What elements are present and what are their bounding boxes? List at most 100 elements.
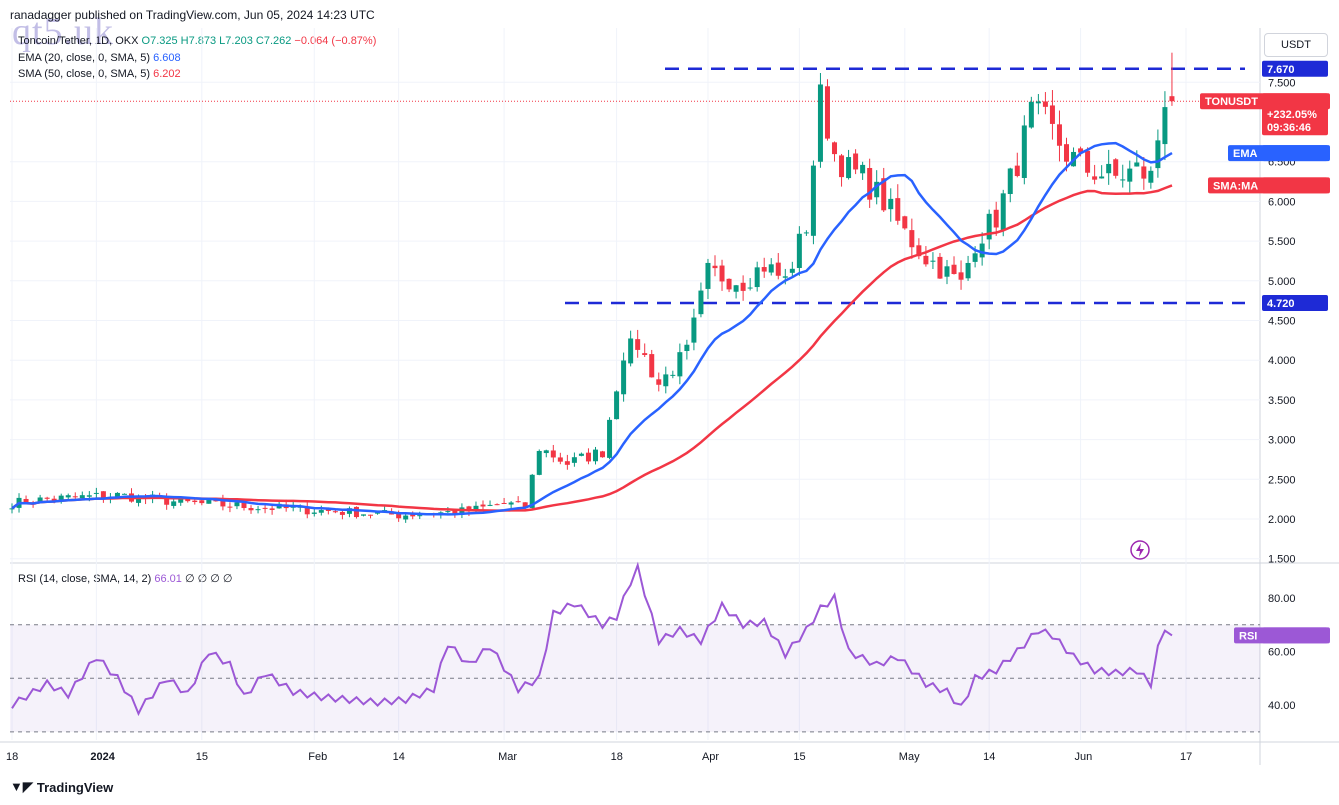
- candle: [986, 209, 992, 250]
- candle: [592, 446, 598, 465]
- price-tag-text: 09:36:46: [1267, 122, 1311, 134]
- candle-body: [290, 506, 296, 508]
- candle: [740, 275, 746, 301]
- candle-body: [445, 511, 451, 513]
- candle-body: [733, 285, 739, 292]
- candle-body: [874, 181, 880, 198]
- candle-body: [726, 278, 732, 290]
- candle: [712, 255, 718, 277]
- candle-body: [965, 262, 971, 279]
- candle-body: [642, 353, 648, 356]
- candle: [269, 505, 275, 515]
- candle: [346, 506, 352, 518]
- candle: [1120, 164, 1126, 188]
- tradingview-logo[interactable]: ▼◤ TradingView: [10, 779, 113, 795]
- rsi-line: [11, 561, 1173, 717]
- legend-symbol-row[interactable]: Toncoin/Tether, 1D, OKX O7.325 H7.873 L7…: [18, 35, 376, 47]
- grid: [0, 28, 1339, 765]
- candle-body: [325, 508, 331, 511]
- candle: [1056, 110, 1062, 162]
- time-tick-label: 17: [1180, 751, 1192, 763]
- candle: [1028, 96, 1034, 129]
- candle: [100, 491, 106, 503]
- candle-body: [824, 86, 830, 139]
- time-tick-label: 14: [983, 751, 995, 763]
- candle-body: [1141, 166, 1147, 179]
- candle-body: [1056, 124, 1062, 146]
- candle-body: [227, 506, 233, 508]
- candle: [1141, 156, 1147, 190]
- candle-body: [494, 504, 500, 506]
- candle-body: [248, 508, 254, 511]
- candle-body: [775, 262, 781, 276]
- candle-body: [1169, 96, 1175, 102]
- candle-body: [1148, 170, 1154, 183]
- candle-body: [487, 504, 493, 506]
- candle: [803, 230, 809, 236]
- candle-body: [318, 510, 324, 513]
- legend-ema-row[interactable]: EMA (20, close, 0, SMA, 5) 6.608: [18, 52, 181, 64]
- time-tick-label: Feb: [308, 751, 327, 763]
- candle-body: [480, 504, 486, 507]
- ema20-line: [11, 141, 1173, 516]
- candle-body: [585, 452, 591, 462]
- candle-body: [867, 167, 873, 200]
- candle-body: [972, 253, 978, 262]
- candle-body: [1014, 165, 1020, 177]
- candle-body: [368, 514, 374, 516]
- candle: [768, 258, 774, 276]
- time-tick-label: 18: [6, 751, 18, 763]
- candle: [1106, 149, 1112, 185]
- moving-averages: [11, 141, 1173, 516]
- candle: [719, 259, 725, 291]
- candle-body: [550, 450, 556, 458]
- candle-body: [803, 232, 809, 234]
- candle: [663, 366, 669, 394]
- candle-body: [241, 502, 247, 509]
- candle: [909, 218, 915, 259]
- currency-button[interactable]: USDT: [1264, 33, 1328, 57]
- candle-body: [185, 499, 191, 502]
- candle-body: [65, 495, 71, 498]
- candle-body: [1085, 150, 1091, 173]
- candle: [1113, 158, 1119, 179]
- candle: [585, 448, 591, 465]
- candle: [635, 329, 641, 358]
- candle: [487, 500, 493, 507]
- symbol-tag-bg: [1200, 93, 1330, 110]
- candle-body: [171, 501, 177, 506]
- candle: [93, 487, 99, 498]
- candle-body: [1000, 193, 1006, 231]
- candle-body: [1035, 101, 1041, 104]
- price-tick-label: 7.500: [1268, 77, 1296, 89]
- candle-body: [909, 230, 915, 248]
- candle-body: [473, 505, 479, 512]
- candle-body: [332, 511, 338, 513]
- candle: [824, 79, 830, 141]
- candle-body: [353, 506, 359, 518]
- price-tick-label: 6.000: [1268, 196, 1296, 208]
- candle-body: [740, 282, 746, 291]
- candle-body: [754, 267, 760, 288]
- candle-body: [361, 514, 366, 516]
- support-tag-bg: [1262, 295, 1328, 312]
- lightning-icon-bolt: [1136, 543, 1144, 557]
- candle: [1000, 189, 1006, 237]
- candle: [206, 500, 212, 504]
- legend-sma-row[interactable]: SMA (50, close, 0, SMA, 5) 6.202: [18, 68, 181, 80]
- candle-body: [958, 272, 964, 280]
- rsi-tick-label: 60.00: [1268, 647, 1296, 659]
- candle-body: [578, 453, 584, 456]
- candle-body: [817, 84, 823, 162]
- candle-body: [698, 290, 704, 315]
- candle-body: [846, 157, 852, 179]
- ema-name-tag-bg: [1228, 145, 1330, 162]
- legend-rsi-row[interactable]: RSI (14, close, SMA, 14, 2) 66.01 ∅ ∅ ∅ …: [18, 572, 232, 585]
- candle-body: [930, 260, 936, 262]
- axes: 1.500 2.000 2.500 3.000 3.500 4.000 4.500 5.000…: [6, 77, 1296, 763]
- candle-body: [979, 243, 985, 258]
- candle-body: [311, 512, 317, 514]
- candle-body: [719, 265, 725, 282]
- sma50-line: [11, 184, 1173, 512]
